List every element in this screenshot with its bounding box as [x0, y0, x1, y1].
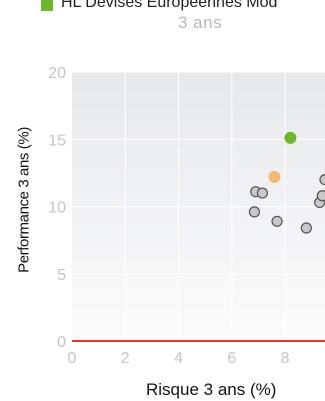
x-tick-label: 0: [68, 350, 77, 367]
data-point[interactable]: [256, 187, 269, 199]
y-tick-label: 10: [48, 200, 66, 217]
data-point[interactable]: [319, 174, 325, 186]
x-tick-label: 8: [281, 350, 290, 367]
legend-swatch: [41, 0, 53, 11]
x-tick-label: 4: [174, 350, 183, 367]
y-tick-label: 5: [57, 267, 66, 284]
y-tick-label: 15: [48, 132, 66, 149]
grid-lines: [72, 71, 325, 341]
y-tick-label: 0: [57, 334, 66, 351]
y-tick-label: 20: [48, 65, 66, 82]
legend-label: HL Devises Europeennes Mod: [61, 0, 278, 11]
x-tick-label: 6: [227, 350, 236, 367]
x-tick-label: 2: [121, 350, 130, 367]
legend[interactable]: HL Devises Europeennes Mod: [0, 0, 325, 12]
chart-title: 3 ans: [178, 13, 223, 32]
data-point[interactable]: [248, 206, 261, 218]
data-point[interactable]: [300, 222, 312, 234]
data-point[interactable]: [316, 190, 325, 202]
x-axis-label: Risque 3 ans (%): [146, 380, 277, 399]
data-point[interactable]: [271, 215, 283, 227]
tick-labels: 0 2 4 6 8 0 5 10 15 20: [48, 65, 289, 367]
data-points: [248, 131, 325, 234]
data-point[interactable]: [284, 131, 297, 144]
y-axis-label: Performance 3 ans (%): [15, 127, 33, 273]
data-point[interactable]: [268, 170, 281, 183]
